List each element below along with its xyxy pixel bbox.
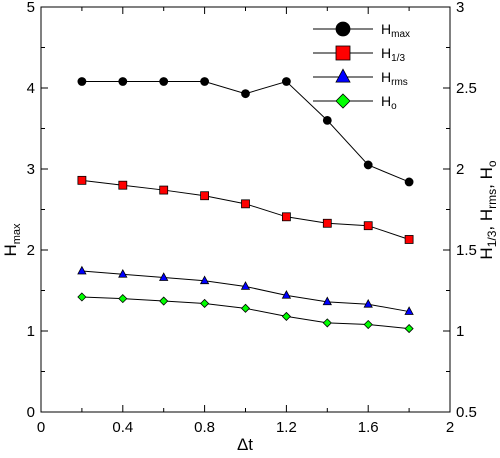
series-1-3 xyxy=(77,175,414,244)
data-point xyxy=(322,296,332,306)
axis-ticks xyxy=(40,6,451,413)
data-point xyxy=(159,77,169,86)
data-point xyxy=(322,218,332,228)
x-tick-label: 2 xyxy=(446,419,454,436)
data-point xyxy=(241,89,250,99)
data-point xyxy=(77,77,87,86)
data-point xyxy=(200,191,210,201)
data-point xyxy=(322,318,332,328)
y-right-tick-label: 0.5 xyxy=(456,404,477,421)
series-layer xyxy=(77,77,414,334)
x-tick-label: 0.8 xyxy=(194,419,215,436)
series-line xyxy=(81,179,410,240)
data-point xyxy=(77,292,87,302)
legend-item: Hrms xyxy=(313,68,408,88)
legend-label: Hmax xyxy=(381,21,410,40)
series-max xyxy=(77,77,414,187)
data-point xyxy=(118,180,128,190)
legend-item: Hmax xyxy=(313,21,410,40)
data-point xyxy=(363,319,373,330)
data-point xyxy=(200,298,210,309)
series-o xyxy=(77,292,414,334)
axis-tick-labels: 0 0.4 0.8 1.2 1.6 2 0 1 2 3 4 5 0.5 1 1.5 2 2.5 3 xyxy=(27,0,477,436)
legend-marker xyxy=(335,68,351,83)
y-left-tick-label: 4 xyxy=(27,80,35,97)
legend-item: H1/3 xyxy=(313,45,405,64)
plot-frame xyxy=(40,6,451,413)
data-point xyxy=(118,294,128,304)
y-right-tick-label: 1 xyxy=(456,323,464,340)
y-axis-left-title: Hmax xyxy=(1,223,23,257)
legend-marker xyxy=(335,93,351,109)
y-right-tick-label: 1.5 xyxy=(456,242,477,259)
y-right-tick-label: 3 xyxy=(456,0,464,16)
data-point xyxy=(404,324,414,334)
data-point xyxy=(240,303,251,313)
x-tick-label: 0.4 xyxy=(112,419,133,436)
legend-label: Ho xyxy=(381,93,397,112)
data-point xyxy=(281,77,291,86)
data-point xyxy=(281,311,291,321)
legend-marker xyxy=(335,21,351,37)
svg-text:Hmax: Hmax xyxy=(1,223,23,257)
data-point xyxy=(281,290,292,299)
x-axis-title: Δt xyxy=(237,435,253,454)
x-tick-label: 1.6 xyxy=(358,419,379,436)
data-point xyxy=(363,221,373,231)
y-left-tick-label: 2 xyxy=(27,242,35,259)
data-point xyxy=(363,298,373,308)
data-point xyxy=(118,268,128,278)
data-point xyxy=(159,185,169,195)
data-point xyxy=(159,296,169,306)
data-point xyxy=(199,275,210,285)
x-tick-label: 0 xyxy=(37,419,45,436)
y-left-tick-label: 5 xyxy=(27,0,35,16)
y-right-tick-label: 2 xyxy=(456,161,464,178)
data-point xyxy=(281,212,291,222)
svg-text:H1/3, Hrms, Ho: H1/3, Hrms, Ho xyxy=(477,160,499,259)
series-rms xyxy=(77,265,414,315)
y-left-tick-label: 3 xyxy=(27,161,35,178)
legend-item: Ho xyxy=(313,93,397,112)
legend-label: H1/3 xyxy=(381,45,405,64)
data-point xyxy=(404,235,414,244)
data-point xyxy=(200,77,210,86)
data-point xyxy=(240,281,251,290)
legend-label: Hrms xyxy=(381,69,408,88)
data-point xyxy=(77,265,87,275)
data-point xyxy=(363,160,373,170)
data-point xyxy=(322,116,332,125)
y-right-tick-label: 2.5 xyxy=(456,80,477,97)
y-axis-right-title: H1/3, Hrms, Ho xyxy=(477,160,499,259)
data-point xyxy=(404,306,414,315)
legend-marker xyxy=(335,45,351,61)
data-point xyxy=(404,177,414,187)
data-point xyxy=(241,199,250,209)
x-tick-label: 1.2 xyxy=(276,419,297,436)
data-point xyxy=(159,272,169,281)
y-left-tick-label: 1 xyxy=(27,323,35,340)
legend: Hmax H1/3 Hrms Ho xyxy=(313,21,410,112)
y-left-tick-label: 0 xyxy=(27,404,35,421)
data-point xyxy=(77,175,87,185)
data-point xyxy=(118,77,128,86)
